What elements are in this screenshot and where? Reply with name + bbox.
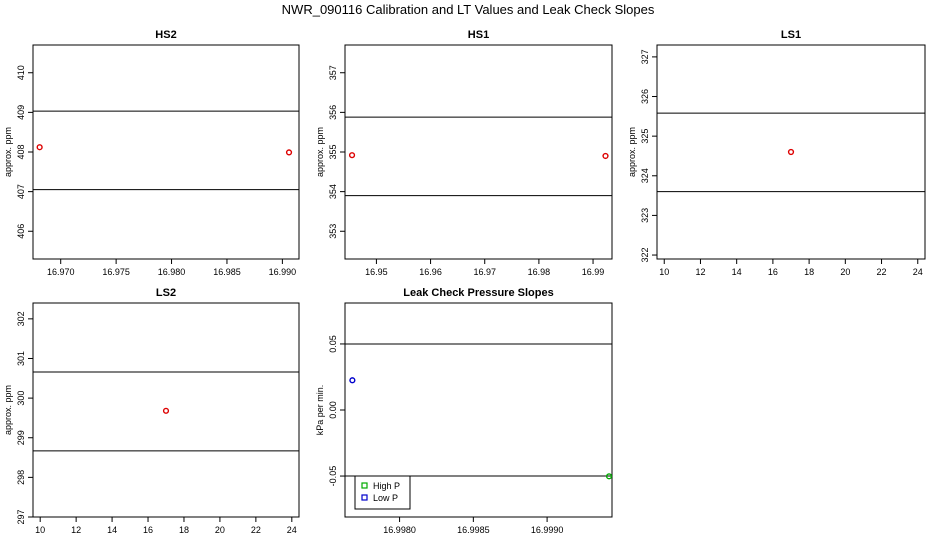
y-tick-label: 409 <box>16 105 26 120</box>
x-tick-label: 22 <box>877 267 887 277</box>
x-tick-label: 22 <box>251 525 261 535</box>
x-tick-label: 16.99 <box>582 267 605 277</box>
y-tick-label: 406 <box>16 224 26 239</box>
y-tick-label: 353 <box>328 224 338 239</box>
data-point <box>285 149 293 156</box>
x-tick-label: 24 <box>287 525 297 535</box>
y-tick-label: 355 <box>328 144 338 159</box>
data-point <box>787 148 795 156</box>
plot-frame <box>656 44 926 260</box>
x-tick-label: 16.97 <box>473 267 496 277</box>
y-tick-label: -0.05 <box>328 466 338 487</box>
y-tick-label: 322 <box>640 248 650 263</box>
x-tick-label: 18 <box>179 525 189 535</box>
plot-frame <box>32 302 300 518</box>
y-axis-label: kPa per min. <box>315 385 325 436</box>
panel-title: LS1 <box>781 29 801 41</box>
y-tick-label: 301 <box>16 351 26 366</box>
data-point <box>36 144 43 151</box>
x-tick-label: 16.985 <box>213 267 241 277</box>
figure-title: NWR_090116 Calibration and LT Values and… <box>281 2 655 17</box>
x-tick-label: 16.95 <box>365 267 388 277</box>
data-point <box>602 152 609 160</box>
legend-marker <box>361 482 368 489</box>
data-point <box>162 407 170 414</box>
x-tick-label: 18 <box>804 267 814 277</box>
x-tick-label: 16.96 <box>419 267 442 277</box>
y-tick-label: 326 <box>640 89 650 104</box>
x-tick-label: 12 <box>71 525 81 535</box>
panel-1: HS2 16.970 16.975 16.980 16.985 16.990 406 407 4… <box>3 29 300 277</box>
y-axis-label: approx. ppm <box>315 127 325 177</box>
x-tick-label: 16.9990 <box>531 525 564 535</box>
legend-label: Low P <box>373 493 398 503</box>
y-tick-label: 325 <box>640 129 650 144</box>
x-tick-label: 12 <box>695 267 705 277</box>
panel-title: HS1 <box>468 29 489 41</box>
y-tick-label: 300 <box>16 391 26 406</box>
y-axis-label: approx. ppm <box>3 385 13 435</box>
plot-frame <box>344 44 613 260</box>
y-tick-label: 0.00 <box>328 401 338 419</box>
legend-label: High P <box>373 481 400 491</box>
panel-3: LS1 10 12 14 16 18 20 22 24 322 323 324 325 326 327 app… <box>627 29 926 277</box>
legend-marker <box>361 494 368 501</box>
legend: High P Low P <box>354 475 411 510</box>
y-tick-label: 298 <box>16 470 26 485</box>
y-tick-label: 299 <box>16 430 26 445</box>
x-tick-label: 16.98 <box>528 267 551 277</box>
x-tick-label: 16.9985 <box>457 525 490 535</box>
y-tick-label: 356 <box>328 105 338 120</box>
y-tick-label: 410 <box>16 65 26 80</box>
panel-2: HS1 16.95 16.96 16.97 16.98 16.99 353 354 355 356… <box>315 29 613 277</box>
x-tick-label: 10 <box>659 267 669 277</box>
x-tick-label: 14 <box>732 267 742 277</box>
y-tick-label: 323 <box>640 208 650 223</box>
y-axis-label: approx. ppm <box>3 127 13 177</box>
y-tick-label: 302 <box>16 311 26 326</box>
y-axis-label: approx. ppm <box>627 127 637 177</box>
x-tick-label: 14 <box>107 525 117 535</box>
y-tick-label: 407 <box>16 184 26 199</box>
x-tick-label: 24 <box>913 267 923 277</box>
x-tick-label: 16.970 <box>47 267 75 277</box>
legend-box <box>354 475 411 510</box>
panel-4: LS2 10 12 14 16 18 20 22 24 297 298 299 300 301 302 app… <box>3 287 300 535</box>
panel-title: HS2 <box>155 29 176 41</box>
data-point <box>348 152 356 159</box>
x-tick-label: 16.9980 <box>383 525 416 535</box>
y-tick-label: 354 <box>328 184 338 199</box>
panel-title: LS2 <box>156 287 176 299</box>
y-tick-label: 324 <box>640 168 650 183</box>
y-tick-label: 408 <box>16 144 26 159</box>
panel-5: Leak Check Pressure Slopes 16.9980 16.9985… <box>315 287 613 535</box>
plot-frame <box>32 44 300 260</box>
y-tick-label: 0.05 <box>328 335 338 353</box>
data-point <box>605 473 613 480</box>
x-tick-label: 16.975 <box>102 267 130 277</box>
data-point <box>349 377 356 384</box>
x-tick-label: 20 <box>215 525 225 535</box>
x-tick-label: 16.990 <box>269 267 297 277</box>
x-tick-label: 20 <box>840 267 850 277</box>
x-tick-label: 16 <box>768 267 778 277</box>
x-tick-label: 10 <box>35 525 45 535</box>
y-tick-label: 327 <box>640 49 650 64</box>
y-tick-label: 297 <box>16 509 26 524</box>
x-tick-label: 16.980 <box>158 267 186 277</box>
panel-title: Leak Check Pressure Slopes <box>403 287 553 299</box>
y-tick-label: 357 <box>328 65 338 80</box>
x-tick-label: 16 <box>143 525 153 535</box>
